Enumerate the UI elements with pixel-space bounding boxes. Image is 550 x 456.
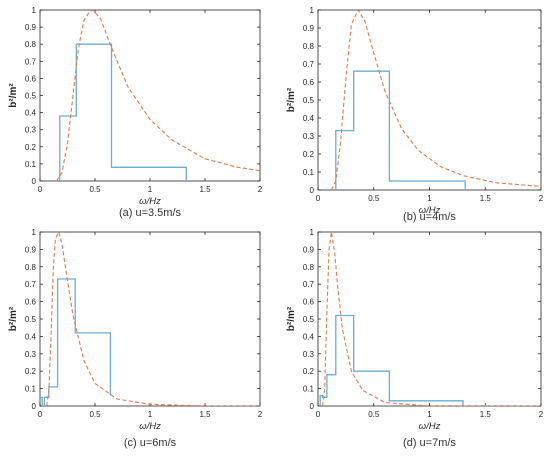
- y-tick-label: 0.3: [25, 126, 37, 135]
- y-tick-label: 1: [32, 6, 37, 15]
- y-tick-label: 0.9: [303, 245, 315, 254]
- y-tick-label: 0.5: [25, 315, 37, 324]
- y-tick-label: 0.5: [25, 92, 37, 101]
- x-tick-label: 0: [38, 410, 43, 419]
- x-tick-label: 2: [539, 194, 544, 203]
- x-tick-label: 0.5: [368, 194, 380, 203]
- x-axis-label: ω/Hz: [419, 421, 441, 432]
- y-tick-label: 0.4: [25, 109, 37, 118]
- y-tick-label: 0.8: [25, 40, 37, 49]
- panel-caption: (c) u=6m/s: [124, 437, 177, 449]
- x-tick-label: 1: [427, 194, 432, 203]
- plot-frame: [39, 231, 261, 407]
- y-tick-label: 0.8: [25, 263, 37, 272]
- spectrum-curve-line: [56, 10, 260, 181]
- y-tick-label: 0.3: [303, 350, 315, 359]
- chart-panel-4: 0 0.1 0.2 0.3 0.4 0.5 0.6 0.7 0.8 0.9 1 0 0.5 1 1.5 2 ω/…: [286, 228, 544, 449]
- y-tick-label: 0.1: [303, 168, 315, 177]
- x-tick-label: 0.5: [89, 185, 101, 194]
- x-tick-label: 0: [316, 410, 321, 419]
- x-tick-label: 2: [539, 410, 544, 419]
- y-tick-label: 0.7: [25, 280, 37, 289]
- x-tick-label: 1: [148, 185, 153, 194]
- panel-caption: (b) u=4m/s: [403, 211, 456, 223]
- y-tick-label: 0.3: [25, 350, 37, 359]
- y-tick-label: 0.1: [25, 160, 37, 169]
- y-tick-label: 0: [32, 402, 37, 411]
- step-series-line: [59, 43, 187, 181]
- y-tick-label: 0.6: [25, 298, 37, 307]
- x-tick-label: 0: [38, 185, 43, 194]
- x-tick-label: 1.5: [480, 410, 492, 419]
- y-tick-label: 0.6: [25, 74, 37, 83]
- plot-frame: [317, 9, 542, 191]
- y-tick-label: 0.4: [25, 332, 37, 341]
- x-tick-label: 0.5: [89, 410, 101, 419]
- x-tick-label: 1: [148, 410, 153, 419]
- y-tick-label: 0.1: [25, 385, 37, 394]
- x-tick-label: 1.5: [199, 185, 211, 194]
- y-tick-label: 0: [310, 186, 315, 195]
- x-tick-label: 1: [427, 410, 432, 419]
- y-axis-label: b²/m²: [8, 83, 19, 108]
- y-tick-label: 0.7: [303, 60, 315, 69]
- spectrum-curve-line: [46, 232, 260, 406]
- chart-panel-2: 0 0.1 0.2 0.3 0.4 0.5 0.6 0.7 0.8 0.9 1 0 0.5 1 1.5 2 ω/…: [286, 6, 544, 223]
- x-tick-label: 2: [258, 185, 263, 194]
- y-tick-label: 0.2: [25, 367, 37, 376]
- y-tick-label: 0.4: [303, 114, 315, 123]
- y-tick-label: 0.5: [303, 96, 315, 105]
- y-tick-label: 0.3: [303, 132, 315, 141]
- y-tick-label: 0.7: [25, 57, 37, 66]
- x-axis-label: ω/Hz: [139, 196, 161, 207]
- panel-caption: (a) u=3.5m/s: [119, 207, 182, 219]
- plot-frame: [317, 231, 542, 407]
- step-series-line: [319, 314, 464, 406]
- y-axis-label: b²/m²: [286, 306, 297, 331]
- y-tick-label: 0.2: [303, 367, 315, 376]
- x-tick-label: 0.5: [368, 410, 380, 419]
- chart-panel-1: 0 0.1 0.2 0.3 0.4 0.5 0.6 0.7 0.8 0.9 1 0 0.5 1 1.5 2 ω/…: [8, 6, 263, 219]
- y-tick-label: 1: [310, 228, 315, 237]
- y-axis-label: b²/m²: [286, 87, 297, 112]
- y-tick-label: 0.6: [303, 298, 315, 307]
- y-tick-label: 0.8: [303, 263, 315, 272]
- y-tick-label: 1: [310, 6, 315, 15]
- y-tick-label: 0.9: [25, 23, 37, 32]
- x-tick-label: 0: [316, 194, 321, 203]
- y-tick-label: 0: [32, 177, 37, 186]
- x-tick-label: 1.5: [199, 410, 211, 419]
- panel-caption: (d) u=7m/s: [403, 437, 456, 449]
- y-tick-label: 0.2: [303, 150, 315, 159]
- y-tick-label: 0.9: [303, 24, 315, 33]
- y-tick-label: 0: [310, 402, 315, 411]
- step-series-line: [335, 70, 466, 190]
- y-tick-label: 0.7: [303, 280, 315, 289]
- y-axis-label: b²/m²: [8, 306, 19, 331]
- y-tick-label: 0.6: [303, 78, 315, 87]
- y-tick-label: 1: [32, 228, 37, 237]
- step-series-line: [40, 278, 112, 406]
- y-tick-label: 0.4: [303, 332, 315, 341]
- y-tick-label: 0.1: [303, 385, 315, 394]
- y-tick-label: 0.9: [25, 245, 37, 254]
- x-axis-label: ω/Hz: [419, 205, 441, 216]
- spectrum-curve-line: [321, 232, 541, 406]
- x-axis-label: ω/Hz: [139, 421, 161, 432]
- x-tick-label: 2: [258, 410, 263, 419]
- chart-panel-3: 0 0.1 0.2 0.3 0.4 0.5 0.6 0.7 0.8 0.9 1 0 0.5 1 1.5 2 ω/…: [8, 228, 263, 449]
- y-tick-label: 0.5: [303, 315, 315, 324]
- spectrum-curve-line: [330, 10, 541, 190]
- y-tick-label: 0.2: [25, 143, 37, 152]
- x-tick-label: 1.5: [480, 194, 492, 203]
- y-tick-label: 0.8: [303, 42, 315, 51]
